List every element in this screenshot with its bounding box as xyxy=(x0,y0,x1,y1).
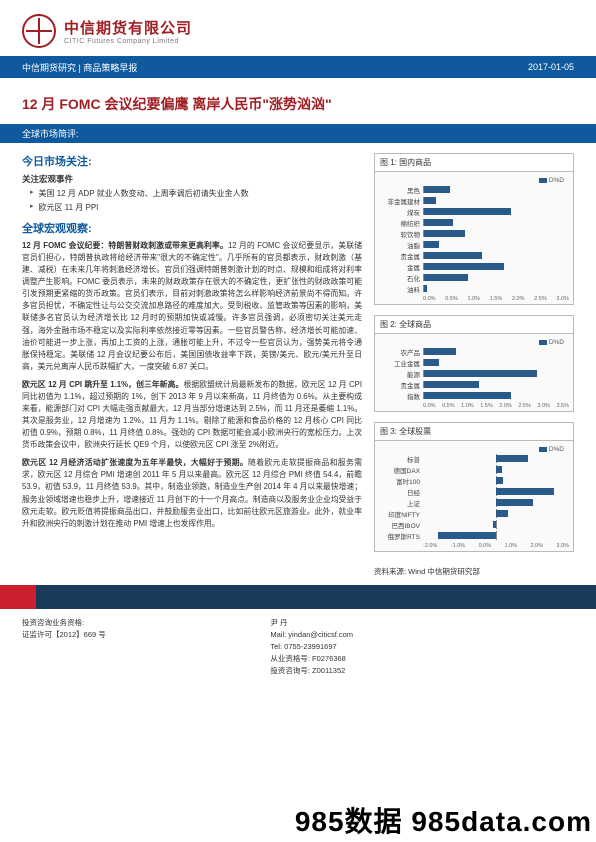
bar-row: 巴西IBOV xyxy=(379,519,569,530)
subtitle: 全球市场简评: xyxy=(0,124,596,143)
macro-p1: 12 月 FOMC 会议纪要：特朗普财政刺激或带来更高利率。12 月的 FOMC… xyxy=(22,240,362,373)
logo-text: 中信期货有限公司 CITIC Futures Company Limited xyxy=(64,17,192,45)
company-header: 中信期货有限公司 CITIC Futures Company Limited xyxy=(0,0,596,56)
bluebar-right: 2017-01-05 xyxy=(528,62,574,72)
bar-row: 贵金属 xyxy=(379,250,569,261)
footer-license: 证监许可【2012】669 号 xyxy=(22,629,270,641)
chart-title: 图 2: 全球商品 xyxy=(375,316,573,334)
chart-global-commodity: 图 2: 全球商品 D%D 农产品工业金属能源贵金属指数 0.0%0.5%1.0… xyxy=(374,315,574,412)
footer-no1: 从业资格号: F0276368 xyxy=(270,653,574,665)
footer-no2: 投资咨询号: Z0011352 xyxy=(270,665,574,677)
bar-row: 煤炭 xyxy=(379,206,569,217)
right-column: 图 1: 国内商品 D%D 黑色非金属建材煤炭棉纺织软饮物油脂贵金属金属石化油料… xyxy=(374,153,574,577)
bar-row: 非金属建材 xyxy=(379,195,569,206)
bar-row: 上证 xyxy=(379,497,569,508)
chart-domestic: 图 1: 国内商品 D%D 黑色非金属建材煤炭棉纺织软饮物油脂贵金属金属石化油料… xyxy=(374,153,574,305)
page-title: 12 月 FOMC 会议纪要偏鹰 离岸人民币"涨势汹汹" xyxy=(0,78,596,124)
focus-title: 今日市场关注: xyxy=(22,153,362,169)
bar-row: 德国DAX xyxy=(379,464,569,475)
bar-row: 富时100 xyxy=(379,475,569,486)
chart-global-stock: 图 3: 全球股票 D%D 标普德国DAX富时100日经上证印度NIFTY巴西I… xyxy=(374,422,574,552)
macro-p3: 欧元区 12 月经济活动扩张速度为五年半最快，大幅好于预期。随着欧元走软提振商品… xyxy=(22,457,362,529)
left-column: 今日市场关注: 关注宏观事件 美国 12 月 ADP 就业人数变动、上周季调后初… xyxy=(22,153,374,577)
footer-name: 尹 丹 xyxy=(270,617,574,629)
chart-legend: D%D xyxy=(379,339,569,346)
logo-en: CITIC Futures Company Limited xyxy=(64,38,192,45)
bar-row: 贵金属 xyxy=(379,379,569,390)
bar-row: 金属 xyxy=(379,261,569,272)
logo-cn: 中信期货有限公司 xyxy=(64,17,192,38)
bar-row: 印度NIFTY xyxy=(379,508,569,519)
chart-title: 图 1: 国内商品 xyxy=(375,154,573,172)
macro-p2: 欧元区 12 月 CPI 跳升至 1.1%，创三年新高。根据欧盟统计局最新发布的… xyxy=(22,379,362,451)
bar-row: 油料 xyxy=(379,283,569,294)
chart-source: 资料来源: Wind 中信期货研究部 xyxy=(374,562,574,577)
blue-bar: 中信期货研究 | 商品策略早报 2017-01-05 xyxy=(0,56,596,78)
chart-title: 图 3: 全球股票 xyxy=(375,423,573,441)
footer-mail: Mail: yindan@citicsf.com xyxy=(270,629,574,641)
bar-row: 俄罗斯RTS xyxy=(379,530,569,541)
bar-row: 指数 xyxy=(379,390,569,401)
bar-row: 石化 xyxy=(379,272,569,283)
watermark: 985数据 985data.com xyxy=(295,800,592,840)
logo-icon xyxy=(22,14,56,48)
bar-row: 黑色 xyxy=(379,184,569,195)
chart-legend: D%D xyxy=(379,446,569,453)
bar-row: 棉纺织 xyxy=(379,217,569,228)
bluebar-left: 中信期货研究 | 商品策略早报 xyxy=(22,61,137,74)
footer-band xyxy=(0,585,596,609)
focus-sub: 关注宏观事件 xyxy=(22,173,362,185)
focus-bullet: 欧元区 11 月 PPI xyxy=(22,202,362,214)
bar-row: 能源 xyxy=(379,368,569,379)
bar-row: 软饮物 xyxy=(379,228,569,239)
footer-tel: Tel: 0755-23991697 xyxy=(270,641,574,653)
footer: 投资咨询业务资格: 证监许可【2012】669 号 尹 丹 Mail: yind… xyxy=(0,609,596,685)
bar-row: 工业金属 xyxy=(379,357,569,368)
footer-qual: 投资咨询业务资格: xyxy=(22,617,270,629)
bar-row: 标普 xyxy=(379,453,569,464)
chart-legend: D%D xyxy=(379,177,569,184)
bar-row: 农产品 xyxy=(379,346,569,357)
focus-bullet: 美国 12 月 ADP 就业人数变动、上周季调后初请失业金人数 xyxy=(22,188,362,200)
macro-title: 全球宏观观察: xyxy=(22,220,362,236)
bar-row: 油脂 xyxy=(379,239,569,250)
bar-row: 日经 xyxy=(379,486,569,497)
